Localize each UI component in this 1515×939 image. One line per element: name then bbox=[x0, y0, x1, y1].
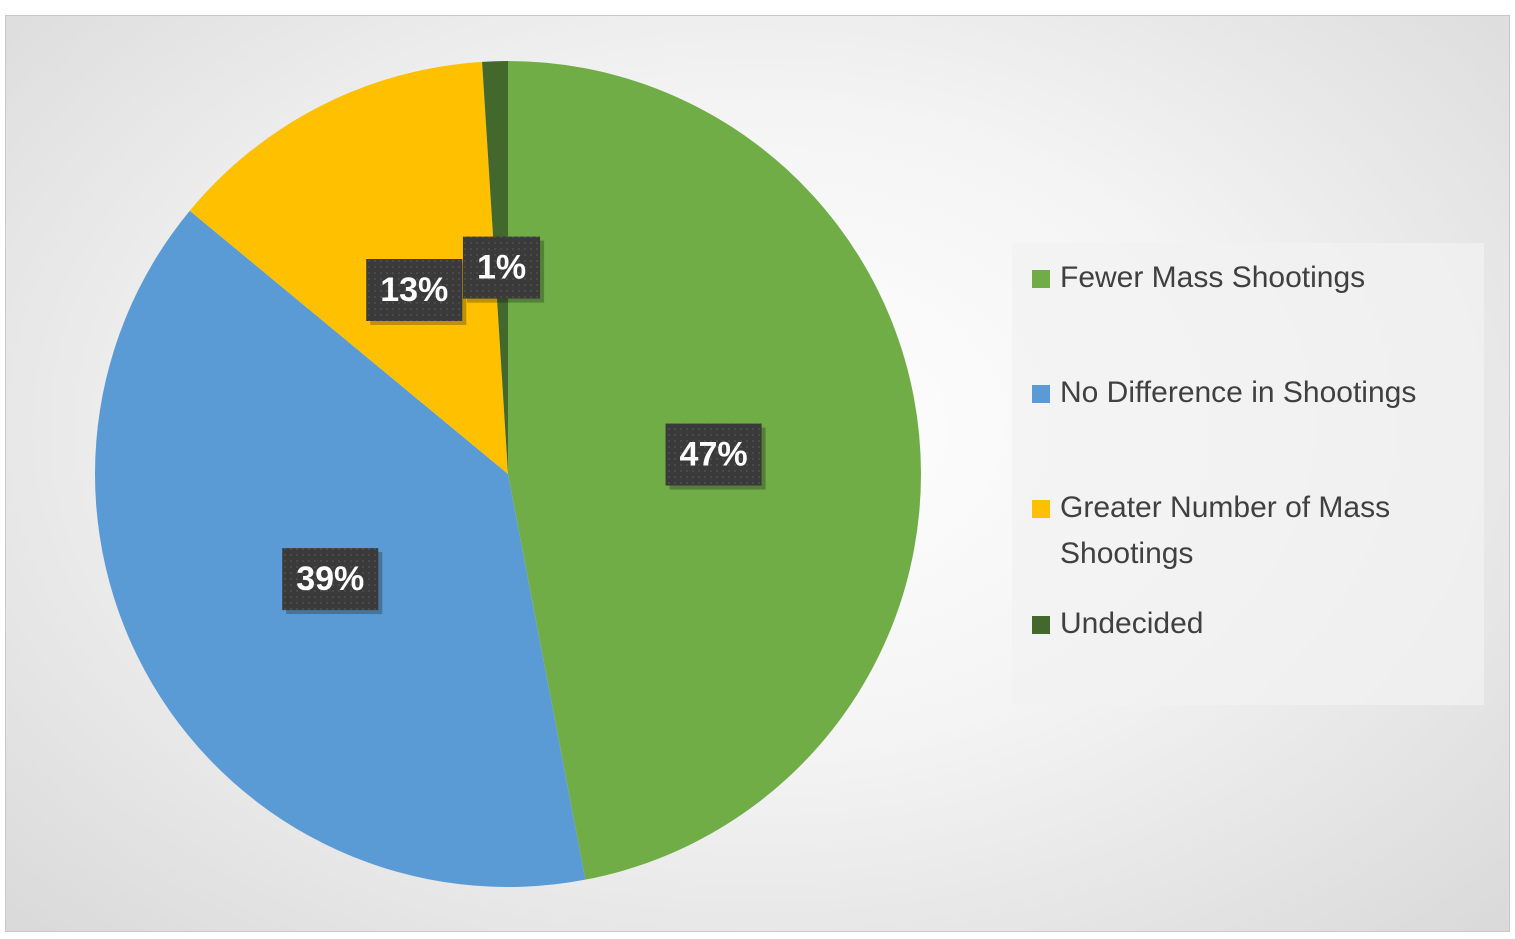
data-label-box bbox=[366, 259, 463, 322]
legend-label: Undecided bbox=[1060, 607, 1204, 640]
data-label: 1% bbox=[477, 249, 526, 287]
legend-entry: No Difference in Shootings bbox=[1032, 370, 1472, 416]
pie-slice bbox=[189, 61, 509, 474]
data-label-group: 1% bbox=[462, 236, 545, 303]
data-label-group: 13% bbox=[366, 259, 467, 326]
data-label-group: 47% bbox=[665, 423, 766, 490]
legend-swatch bbox=[1032, 616, 1050, 634]
data-label-box bbox=[665, 423, 762, 486]
data-label-box bbox=[462, 236, 541, 299]
data-label-group: 39% bbox=[282, 548, 383, 615]
legend-label: Fewer Mass Shootings bbox=[1060, 261, 1366, 294]
data-label: 13% bbox=[380, 271, 448, 309]
legend: Fewer Mass Shootings No Difference in Sho… bbox=[1012, 243, 1484, 705]
legend-entry: Greater Number of Mass Shootings bbox=[1032, 485, 1472, 577]
data-label: 47% bbox=[680, 436, 748, 474]
legend-entry: Fewer Mass Shootings bbox=[1032, 255, 1472, 301]
legend-swatch bbox=[1032, 500, 1050, 518]
legend-entry: Undecided bbox=[1032, 601, 1472, 647]
legend-swatch bbox=[1032, 270, 1050, 288]
legend-swatch bbox=[1032, 385, 1050, 403]
legend-label: Greater Number of Mass Shootings bbox=[1060, 491, 1391, 570]
data-label-box bbox=[282, 548, 379, 611]
data-label: 39% bbox=[296, 560, 364, 598]
legend-label: No Difference in Shootings bbox=[1060, 376, 1417, 409]
